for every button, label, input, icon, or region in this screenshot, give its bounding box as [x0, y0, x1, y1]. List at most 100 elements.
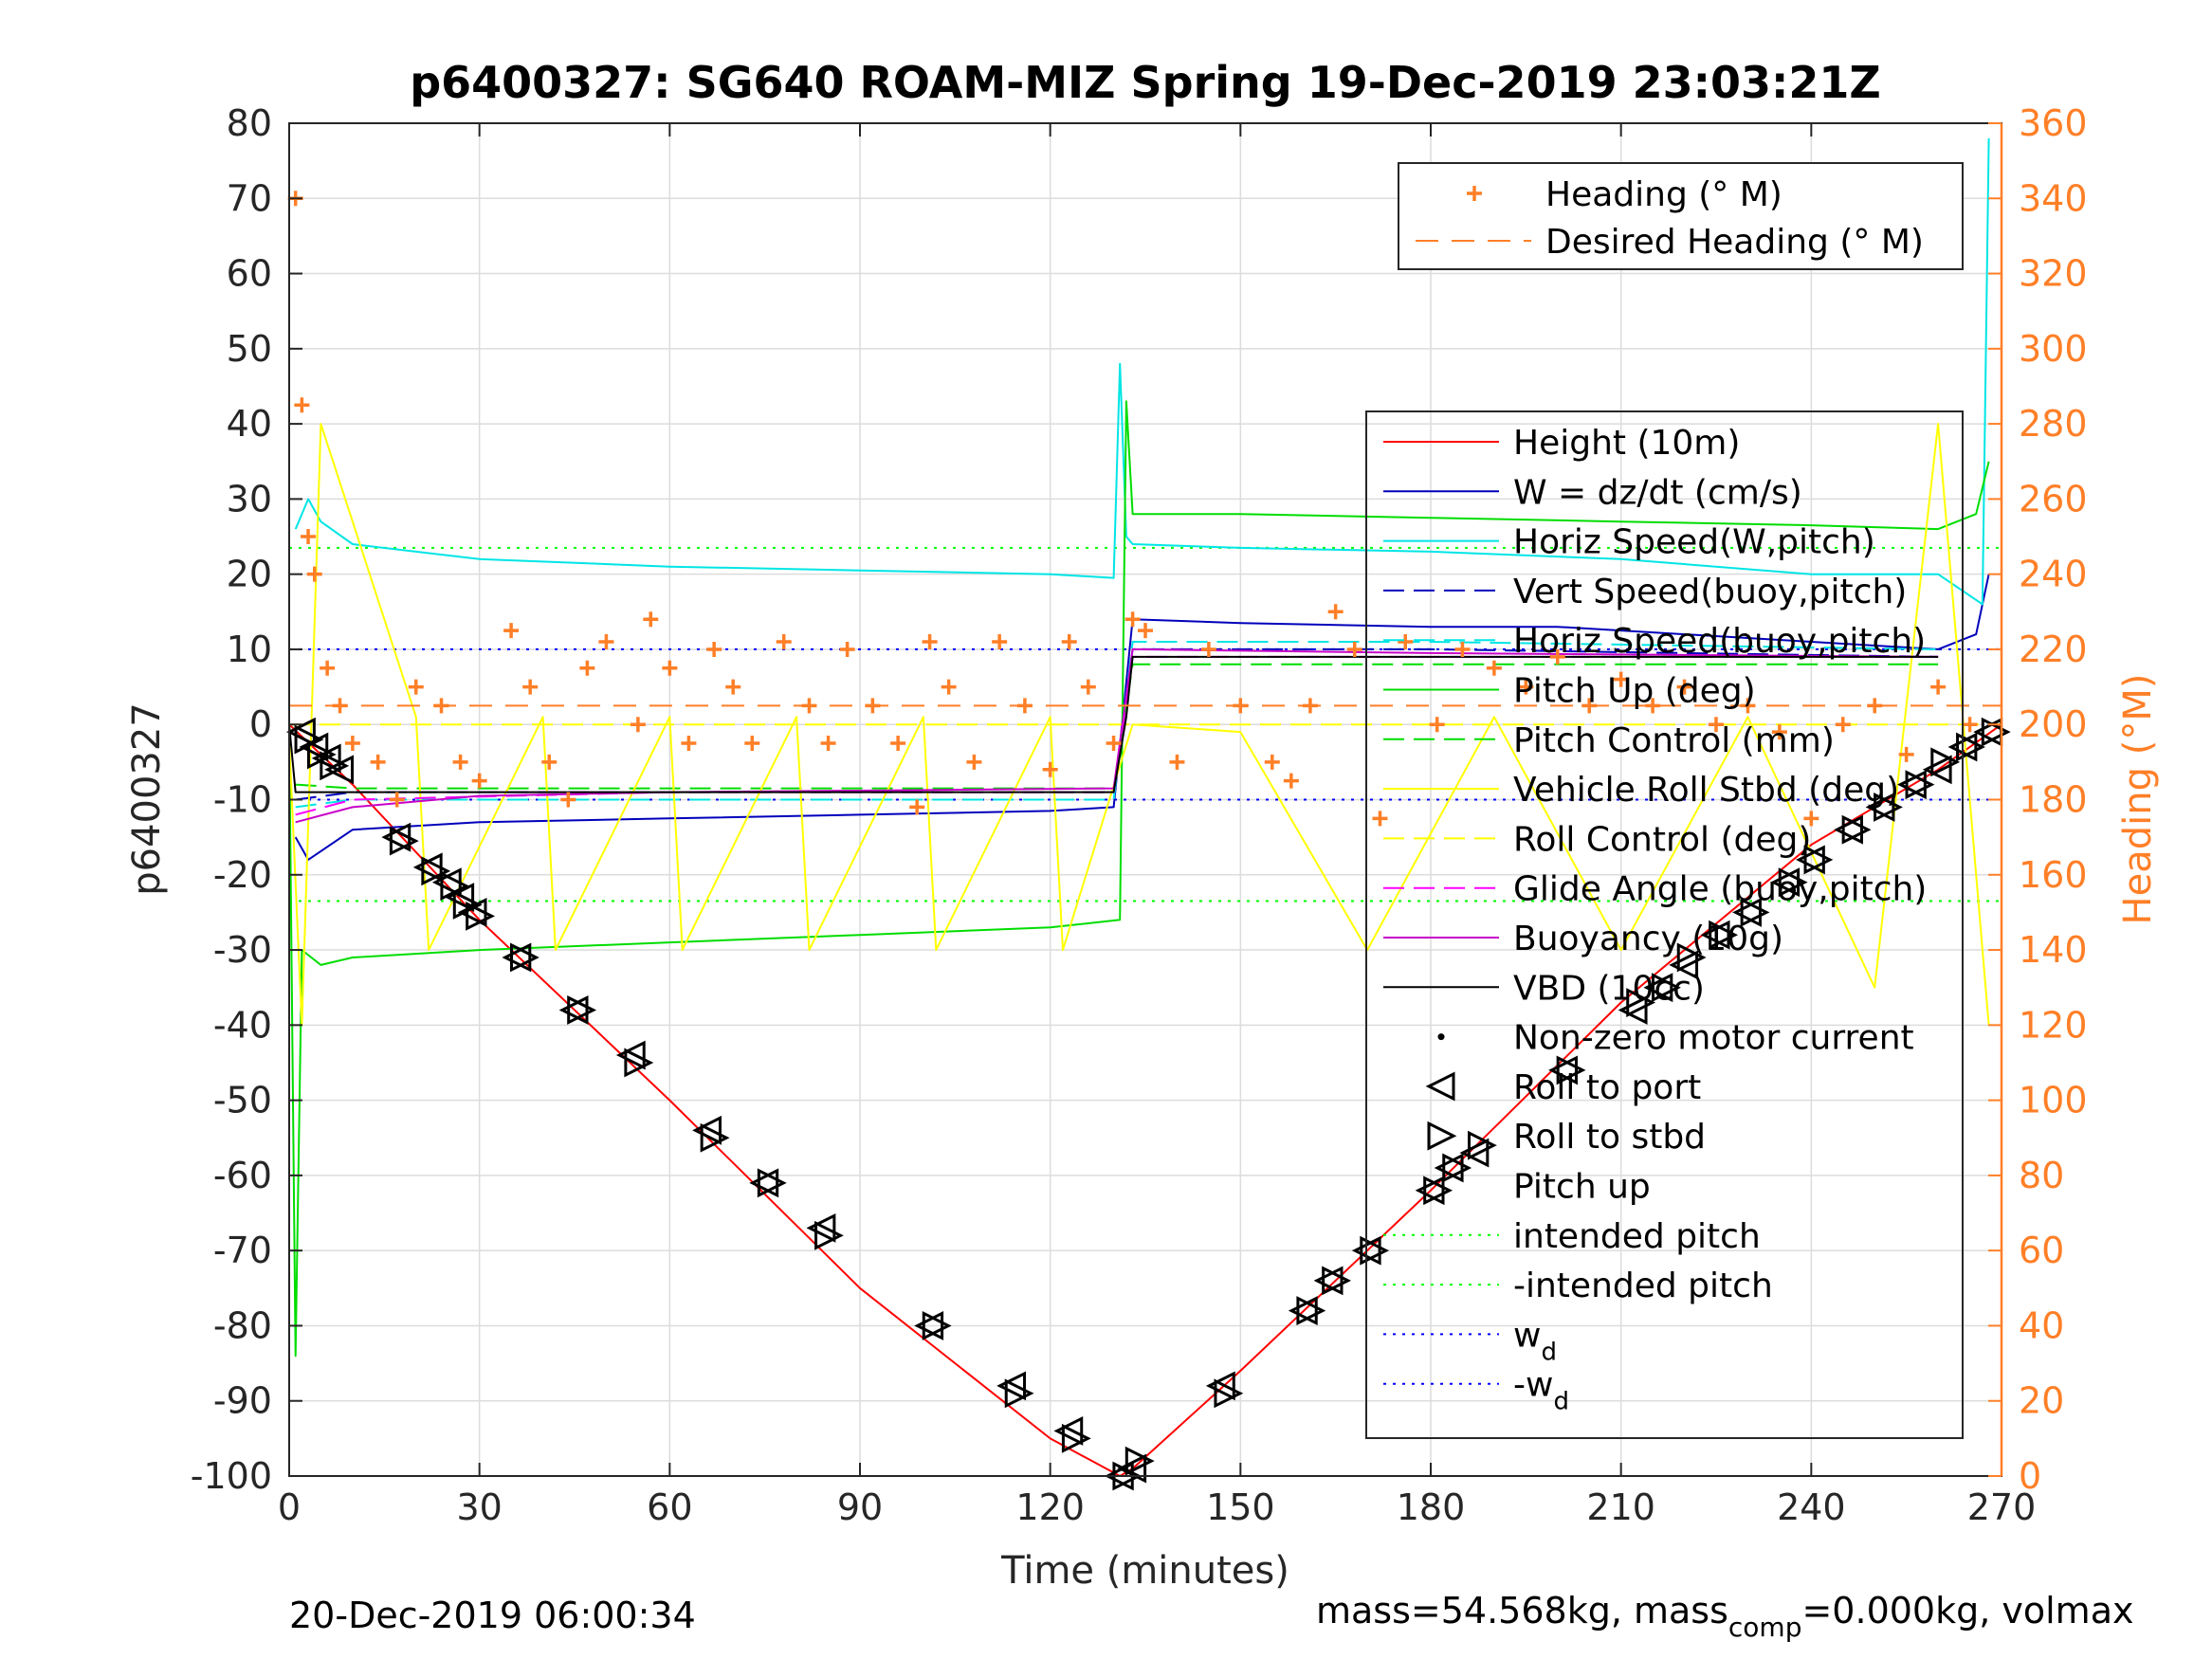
roll-to-port-marker — [692, 1115, 722, 1145]
legend-heading-entry: Heading (° M) — [1545, 175, 1782, 214]
heading-point — [966, 754, 982, 770]
heading-point — [503, 623, 520, 639]
heading-point — [389, 792, 405, 808]
legend-roll-stbd-symbol — [1427, 1121, 1457, 1151]
series-line-horiz-speed-w-pitch — [294, 137, 1990, 606]
heading-point — [1549, 648, 1565, 665]
roll-to-stbd-marker — [922, 1311, 952, 1340]
y2-tick-label: 100 — [2019, 1080, 2088, 1121]
heading-point — [1429, 717, 1445, 733]
footer-timestamp: 20-Dec-2019 06:00:34 — [289, 1595, 696, 1636]
heading-point — [320, 660, 336, 676]
heading-point — [1233, 698, 1249, 714]
roll-to-stbd-marker — [1004, 1378, 1034, 1409]
roll-to-stbd-marker — [1778, 867, 1808, 898]
heading-point — [294, 397, 310, 413]
y-tick-label: 60 — [227, 253, 272, 295]
roll-to-port-marker — [1669, 950, 1699, 980]
y2-tick-label: 40 — [2019, 1304, 2064, 1346]
x-tick-label: 120 — [1015, 1486, 1085, 1528]
heading-series — [287, 191, 2002, 827]
x-tick-label: 90 — [837, 1486, 883, 1528]
roll-to-stbd-marker — [320, 751, 350, 781]
heading-point — [643, 611, 659, 628]
x-tick-label: 180 — [1397, 1486, 1466, 1528]
footer-mass: mass=54.568kg, masscomp=0.000kg, volmax — [1316, 1590, 2133, 1643]
heading-point — [1581, 698, 1598, 714]
roll-to-port-marker — [615, 1040, 646, 1070]
legend-main-entry: Glide Angle (buoy,pitch) — [1513, 870, 1927, 909]
roll-to-port-marker — [1732, 897, 1762, 927]
roll-to-stbd-marker — [1468, 1130, 1497, 1160]
roll-to-port-marker — [914, 1311, 944, 1340]
heading-point — [909, 799, 925, 815]
y2-tick-label: 360 — [2019, 102, 2088, 144]
x-tick-label: 210 — [1586, 1486, 1655, 1528]
legend-subscript: d — [1553, 1388, 1569, 1416]
roll-to-stbd-marker — [1676, 942, 1707, 973]
heading-point — [1372, 811, 1388, 827]
heading-point — [579, 660, 595, 676]
heading-point — [1835, 717, 1851, 733]
x-axis-label: Time (minutes) — [1000, 1549, 1289, 1593]
heading-point — [1613, 671, 1629, 687]
heading-point — [890, 736, 906, 752]
roll-to-stbd-marker — [1956, 732, 1985, 762]
heading-point — [1200, 641, 1216, 657]
heading-point — [306, 566, 322, 582]
y-tick-label: -70 — [213, 1230, 272, 1271]
heading-point — [801, 698, 817, 714]
heading-point — [941, 679, 957, 695]
roll-to-stbd-marker — [1556, 1055, 1586, 1085]
roll-to-stbd-marker — [1930, 747, 1961, 777]
legend-main-entry: Height (10m) — [1513, 424, 1740, 463]
y-tick-label: 80 — [227, 102, 272, 144]
heading-point — [1016, 698, 1033, 714]
legend-main-entry: Roll Control (deg) — [1513, 820, 1811, 859]
legend-main-entry: Horiz Speed(buoy,pitch) — [1513, 622, 1926, 661]
roll-to-stbd-marker — [1740, 897, 1770, 927]
heading-point — [1486, 660, 1502, 676]
heading-point — [332, 698, 348, 714]
y2-tick-label: 220 — [2019, 629, 2088, 670]
heading-point — [1803, 811, 1819, 827]
roll-to-port-marker — [1415, 1176, 1445, 1206]
roll-to-port-marker — [1834, 814, 1863, 845]
roll-to-stbd-marker — [1874, 793, 1903, 822]
roll-to-stbd-marker — [1841, 814, 1872, 845]
roll-to-port-marker — [1795, 845, 1825, 875]
series-line-vbd-10cc — [288, 655, 1939, 793]
roll-to-port-marker — [1351, 1235, 1381, 1266]
y2-tick-label: 180 — [2019, 779, 2088, 821]
legend-heading-entry: Desired Heading (° M) — [1545, 223, 1924, 262]
legend-main-entry: Roll to port — [1513, 1068, 1701, 1107]
legend-main-entry: Pitch Control (mm) — [1513, 721, 1835, 760]
y2-tick-label: 0 — [2019, 1455, 2041, 1497]
roll-to-port-marker — [806, 1212, 836, 1243]
y-axis-label: p6400327 — [125, 702, 169, 896]
heading-point — [744, 736, 760, 752]
footer-mass-tail: =0.000kg, volmax — [1801, 1590, 2133, 1632]
roll-to-port-marker — [1205, 1371, 1235, 1401]
y2-tick-label: 80 — [2019, 1155, 2064, 1196]
y-tick-label: -10 — [213, 779, 272, 821]
y2-tick-label: 20 — [2019, 1380, 2064, 1422]
roll-to-stbd-marker — [1214, 1378, 1244, 1409]
y-tick-label: -80 — [213, 1304, 272, 1346]
heading-point — [1645, 698, 1661, 714]
heading-point — [1962, 717, 1978, 733]
x-tick-label: 60 — [647, 1486, 692, 1528]
footer-mass-text: mass=54.568kg, mass — [1316, 1590, 1728, 1632]
y-tick-label: 70 — [227, 177, 272, 219]
y-tick-label: 10 — [227, 629, 272, 670]
roll-to-port-marker — [1700, 920, 1730, 950]
roll-to-port-marker — [445, 883, 475, 912]
roll-to-stbd-marker — [1651, 973, 1681, 1003]
heading-point — [598, 634, 614, 650]
heading-point — [1302, 698, 1318, 714]
heading-point — [1327, 604, 1344, 620]
heading-point — [706, 641, 722, 657]
roll-to-stbd-marker — [466, 901, 496, 931]
roll-to-port-marker — [1459, 1138, 1490, 1168]
